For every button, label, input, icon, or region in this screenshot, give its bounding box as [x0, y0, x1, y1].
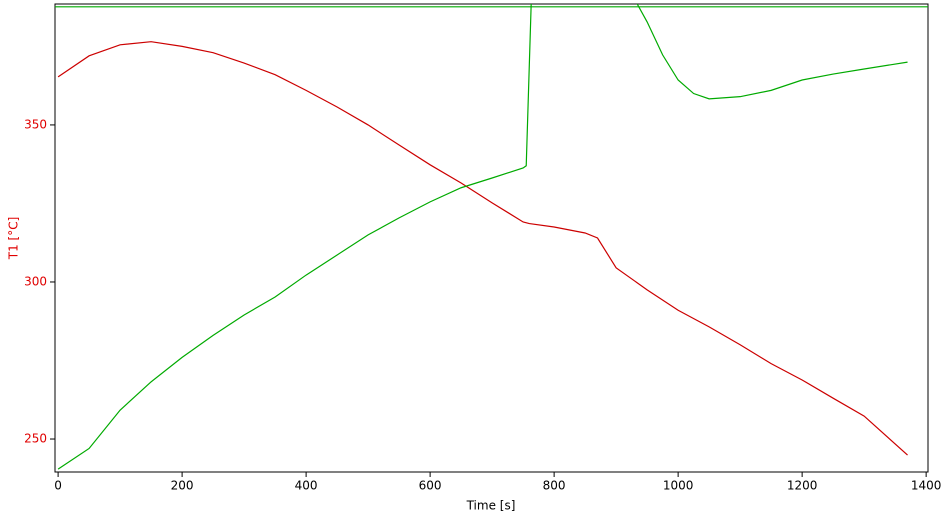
y-tick-label: 250 [24, 432, 47, 446]
y-axis-label: T1 [°C] [7, 217, 21, 261]
x-axis-label: Time [s] [466, 499, 516, 513]
series-line [57, 41, 908, 456]
x-tick-label: 1400 [911, 479, 942, 493]
y-tick-label: 300 [24, 274, 47, 288]
x-tick-label: 400 [295, 479, 318, 493]
x-tick-label: 600 [419, 479, 442, 493]
x-tick-label: 800 [543, 479, 566, 493]
x-tick-label: 1000 [663, 479, 694, 493]
series-line [57, 4, 908, 470]
y-tick-label: 350 [24, 117, 47, 131]
x-tick-label: 200 [171, 479, 194, 493]
x-tick-label: 1200 [787, 479, 818, 493]
plot-frame [54, 3, 929, 473]
x-tick-label: 0 [54, 479, 62, 493]
